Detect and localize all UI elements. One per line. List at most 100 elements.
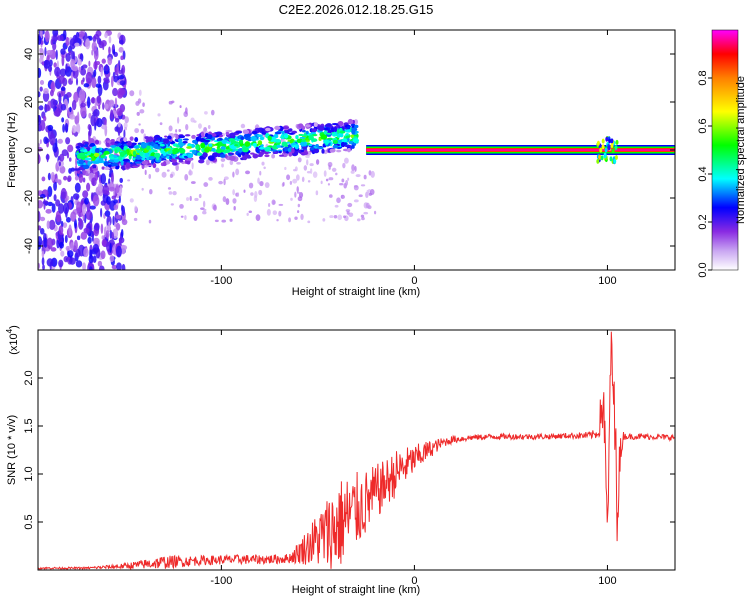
spectrogram-cell	[129, 90, 135, 97]
spectrogram-cell	[50, 89, 54, 97]
spectrogram-cell	[144, 152, 149, 157]
spectrogram-cell	[278, 210, 282, 217]
spectrogram-cell	[297, 150, 302, 153]
spectrogram-cell	[67, 175, 72, 182]
y-tick-label: 0	[23, 147, 35, 153]
spectrogram-cell	[177, 141, 185, 147]
spectrogram-cell	[288, 151, 293, 157]
spectrogram-cell	[67, 144, 74, 153]
spectrogram-cell	[315, 159, 320, 165]
spectrogram-cell	[111, 163, 118, 167]
spectrogram-cell	[239, 139, 244, 144]
spectrogram-cell	[220, 146, 226, 150]
spectrogram-cell	[70, 71, 74, 82]
spectrogram-cell	[243, 189, 246, 193]
spectrogram-cell	[40, 227, 45, 235]
spectrogram-cell	[75, 157, 78, 167]
spectrogram-cell	[350, 134, 354, 138]
spectrogram-cell	[191, 134, 196, 139]
spectrogram-cell	[108, 46, 111, 55]
spectrogram-cell	[101, 235, 105, 240]
spectrogram-cell	[38, 91, 41, 98]
spectrogram-cell	[134, 137, 139, 143]
spectrogram-cell	[246, 154, 251, 159]
spectrogram-cell	[246, 212, 249, 216]
spectrogram-cell	[69, 106, 72, 113]
spectrogram-cell	[271, 154, 275, 159]
spectrogram-cell	[146, 156, 150, 161]
snr-x-ticks: -100 0 100	[210, 330, 617, 587]
spectrogram-cell	[104, 210, 111, 217]
spectrogram-cell	[117, 75, 125, 80]
spectrogram-cell	[116, 63, 119, 75]
spectrogram-cell	[93, 152, 100, 158]
spectrogram-cell	[78, 66, 82, 73]
spectrogram-cell	[69, 113, 76, 120]
spectrogram-cell	[258, 189, 263, 196]
spectrogram-cell	[62, 123, 66, 133]
spectrogram-cell	[348, 212, 354, 218]
spectrogram-cell	[599, 147, 603, 153]
spectrogram-cell	[205, 159, 210, 166]
spectrogram-cell	[101, 58, 106, 64]
spectrogram-cell	[187, 144, 193, 147]
spectrogram-cell	[139, 151, 144, 156]
spectrogram-cell	[315, 190, 319, 196]
spectrogram-cell	[121, 218, 128, 226]
spectrogram-cell	[162, 152, 167, 157]
spectrogram-cell	[355, 174, 361, 178]
spectrogram-cell	[97, 75, 102, 85]
spectrogram-cell	[52, 30, 59, 37]
spectrogram-cell	[326, 132, 332, 135]
spectrogram-cell	[214, 219, 219, 223]
spectrogram-cell	[169, 155, 173, 160]
spectrogram-cell	[103, 161, 109, 167]
spectrogram-cell	[297, 157, 302, 163]
spectrogram-cell	[133, 217, 138, 221]
spectrogram-cell	[216, 138, 221, 142]
spectrogram-cell	[82, 190, 89, 199]
spectrogram-cell	[168, 125, 173, 132]
spectrogram-cell	[358, 194, 363, 198]
spectrogram-cell	[344, 128, 352, 133]
spectrogram-cell	[149, 189, 153, 195]
spectrogram-cell	[74, 175, 79, 181]
spectrogram-cell	[284, 166, 287, 171]
spectrogram-cell	[600, 155, 604, 161]
spectrogram-cell	[118, 46, 124, 53]
spectrogram-cell	[118, 195, 121, 204]
spectrogram-cell	[83, 247, 89, 258]
spectrogram-cell	[119, 151, 126, 157]
spectrogram-cell	[104, 79, 110, 84]
spectrogram-cell	[71, 125, 77, 134]
spectrogram-cell	[157, 113, 161, 117]
spectrogram-cell	[311, 133, 318, 137]
spectrogram-cell	[77, 58, 82, 66]
spectrogram-cell	[301, 139, 306, 143]
spectrogram-cell	[114, 117, 120, 123]
spectrogram-cell	[71, 50, 74, 61]
spectrogram-cell	[50, 247, 57, 252]
spectrogram-cell	[52, 42, 57, 51]
spectrogram-cell	[100, 66, 104, 77]
spectrogram-cell	[267, 135, 272, 142]
spectrogram-cell	[337, 214, 343, 221]
spectrogram-cell	[65, 245, 71, 251]
spectrogram-cell	[250, 135, 257, 142]
spectrogram-cell	[264, 146, 272, 152]
spectrogram-cell	[354, 165, 357, 172]
spectrogram-cell	[334, 204, 339, 208]
spectrogram-cell	[252, 142, 257, 147]
spectrogram-cell	[344, 144, 352, 148]
snr-series-line	[38, 331, 675, 570]
spectrogram-cell	[115, 222, 121, 231]
x-tick-label: -100	[210, 275, 232, 287]
spectrogram-cell	[102, 102, 105, 110]
spectrogram-cell	[38, 225, 42, 231]
spectrogram-cell	[106, 215, 112, 227]
spectrogram-cell	[122, 158, 130, 162]
spectrogram-cell	[75, 77, 79, 86]
spectrogram-cell	[83, 227, 90, 234]
spectrogram-cell	[168, 191, 173, 195]
colorbar-tick-label: 0.8	[697, 70, 709, 85]
